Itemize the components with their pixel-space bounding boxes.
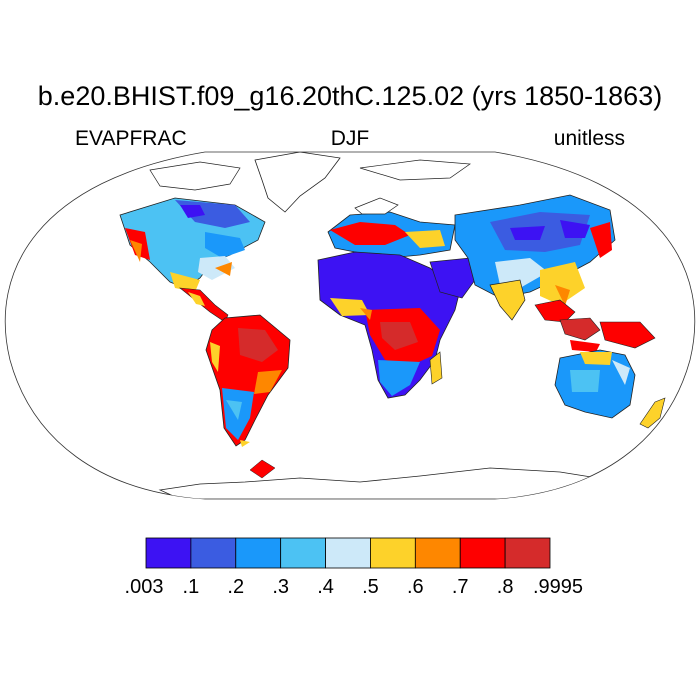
new-zealand xyxy=(639,397,666,429)
asia xyxy=(454,194,616,306)
colorbar-tick-label: .003 xyxy=(125,576,164,598)
colorbar-tick-label: .4 xyxy=(317,576,334,598)
south-america xyxy=(205,314,291,447)
colorbar-tick-label: .7 xyxy=(452,576,469,598)
australia xyxy=(554,349,636,419)
units-label: unitless xyxy=(553,127,625,150)
colorbar-tick-label: .9995 xyxy=(533,576,583,598)
colorbar-tick-label: .2 xyxy=(227,576,244,598)
maritime-continent xyxy=(534,299,656,352)
colorbar-box-7 xyxy=(459,537,506,569)
north-america xyxy=(119,197,266,292)
colorbar-box-3 xyxy=(280,537,326,569)
colorbar-tick-label: .1 xyxy=(183,576,200,598)
colorbar-box-0 xyxy=(145,537,192,569)
africa xyxy=(317,251,461,399)
season-label: DJF xyxy=(330,127,370,150)
colorbar-box-2 xyxy=(235,537,282,569)
colorbar-box-5 xyxy=(370,537,416,569)
arabia xyxy=(429,257,476,299)
colorbar-box-4 xyxy=(325,537,371,569)
colorbar-tick-label: .5 xyxy=(362,576,379,598)
europe xyxy=(327,197,456,259)
colorbar-tick-label: .6 xyxy=(407,576,424,598)
india xyxy=(489,279,526,321)
colorbar-box-1 xyxy=(190,537,237,569)
plot-title: b.e20.BHIST.f09_g16.20thC.125.02 (yrs 18… xyxy=(37,81,663,111)
arctic-islands-outline xyxy=(149,159,471,191)
colorbar-tick-label: .3 xyxy=(272,576,289,598)
colorbar-box-8 xyxy=(504,537,551,569)
colorbar-tick-label: .8 xyxy=(497,576,514,598)
antarctica-outline xyxy=(158,467,651,499)
colorbar-box-6 xyxy=(414,537,461,569)
greenland-outline xyxy=(254,152,341,213)
variable-label: EVAPFRAC xyxy=(75,127,187,150)
